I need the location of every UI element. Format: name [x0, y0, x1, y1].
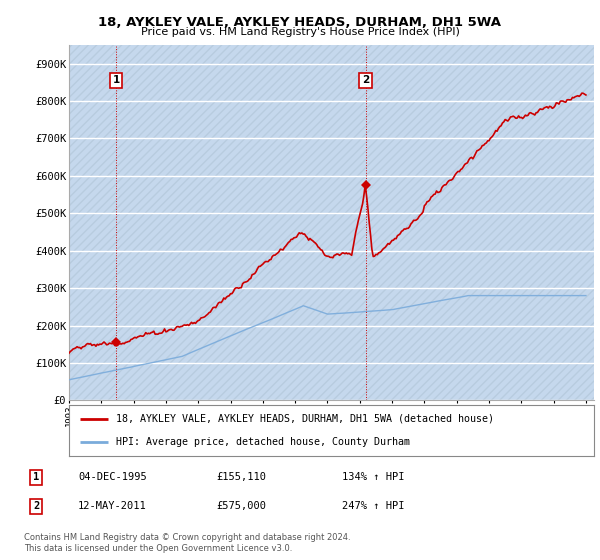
Text: HPI: Average price, detached house, County Durham: HPI: Average price, detached house, Coun…: [116, 437, 410, 447]
Text: Price paid vs. HM Land Registry's House Price Index (HPI): Price paid vs. HM Land Registry's House …: [140, 27, 460, 37]
Text: 1: 1: [33, 472, 39, 482]
Text: Contains HM Land Registry data © Crown copyright and database right 2024.
This d: Contains HM Land Registry data © Crown c…: [24, 533, 350, 553]
Text: 2: 2: [362, 76, 369, 85]
Text: 18, AYKLEY VALE, AYKLEY HEADS, DURHAM, DH1 5WA: 18, AYKLEY VALE, AYKLEY HEADS, DURHAM, D…: [98, 16, 502, 29]
Text: 18, AYKLEY VALE, AYKLEY HEADS, DURHAM, DH1 5WA (detached house): 18, AYKLEY VALE, AYKLEY HEADS, DURHAM, D…: [116, 414, 494, 424]
Text: 134% ↑ HPI: 134% ↑ HPI: [342, 472, 404, 482]
Text: 12-MAY-2011: 12-MAY-2011: [78, 501, 147, 511]
Text: 247% ↑ HPI: 247% ↑ HPI: [342, 501, 404, 511]
Text: £575,000: £575,000: [216, 501, 266, 511]
Text: 1: 1: [113, 76, 120, 85]
Text: £155,110: £155,110: [216, 472, 266, 482]
Text: 2: 2: [33, 501, 39, 511]
Text: 04-DEC-1995: 04-DEC-1995: [78, 472, 147, 482]
